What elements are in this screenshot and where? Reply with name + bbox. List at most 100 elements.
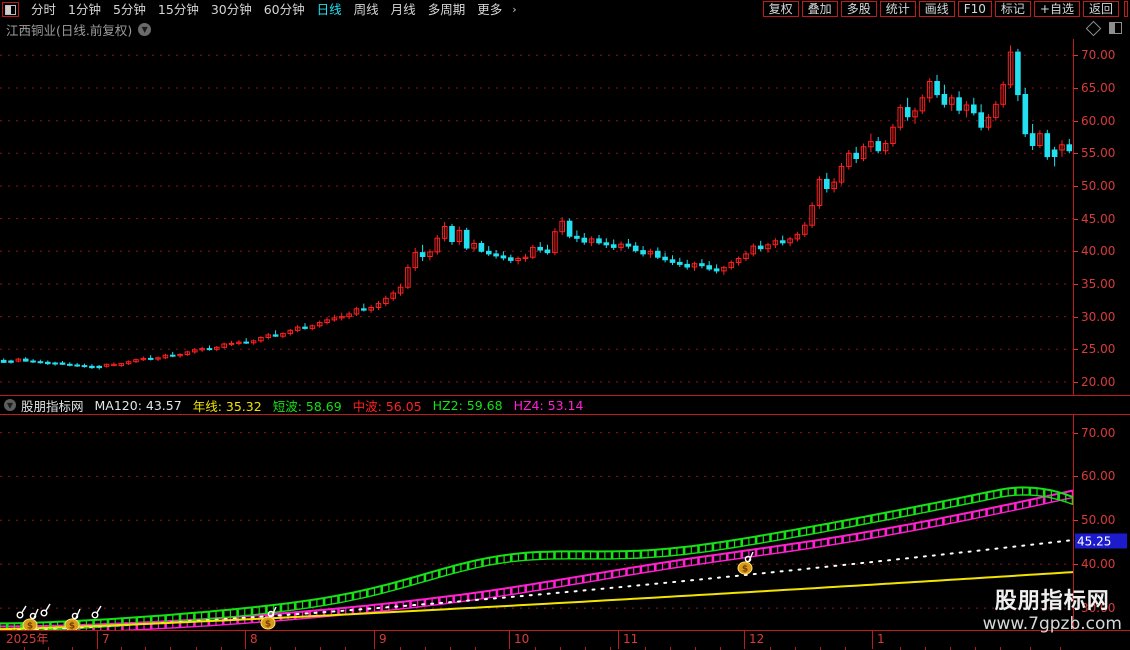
period-tab-0[interactable]: 分时 [31,1,57,17]
date-axis-tick-29 [925,647,926,650]
date-axis-tick-19 [610,647,611,650]
indicator-item-1: 年线: 35.32 [193,396,262,415]
price-axis: 70.00 65.00 60.00 55.00 50.00 45.00 40.00 35.00… [1073,39,1130,395]
chevron-right-icon[interactable]: › [512,3,517,16]
chevron-down-icon[interactable]: ▼ [138,22,152,36]
toolbar-button-7[interactable]: +自选 [1033,1,1080,17]
date-axis-divider-1 [245,631,246,649]
toolbar-button-5[interactable]: F10 [957,1,992,17]
period-tab-8[interactable]: 月线 [390,1,416,17]
diamond-icon[interactable] [1085,20,1102,36]
toolbar-button-6[interactable]: 标记 [994,1,1031,17]
ind-axis-label-1: 60.00 [1081,469,1116,484]
price-axis-label-8: 30.00 [1081,309,1116,324]
indicator-item-5: HZ4: 53.14 [514,398,584,413]
toolbar-button-4[interactable]: 画线 [918,1,955,17]
date-axis-tick-24 [770,647,771,650]
period-tab-7[interactable]: 周线 [353,1,379,17]
stock-title-row: 江西铜业(日线.前复权) ▼ [0,19,1130,39]
indicator-item-value-4: 59.68 [466,397,503,413]
ind-axis-tick-2 [1074,520,1078,522]
date-axis-divider-4 [618,631,619,649]
toolbar-button-0[interactable]: 复权 [762,1,799,17]
toolbar-end-marker [1124,1,1128,17]
period-tab-2[interactable]: 5分钟 [112,1,146,17]
indicator-collapse-icon[interactable]: ▼ [4,399,16,411]
date-axis-tick-12 [400,647,401,650]
price-axis-tick-7 [1074,284,1078,285]
svg-text:$: $ [27,622,33,631]
indicator-item-2: 短波: 58.69 [273,396,342,415]
date-axis-tick-7 [221,647,222,650]
indicator-axis: 70.00 60.00 50.00 40.00 30.00 45.25 [1073,415,1130,630]
date-axis-tick-30 [950,647,951,650]
ind-axis-tick-4 [1074,608,1078,610]
period-tab-10[interactable]: 更多 [477,1,503,17]
price-chart-pane[interactable] [0,39,1073,395]
date-axis-tick-4 [145,647,146,650]
date-axis-divider-3 [509,631,510,649]
date-axis-tick-18 [585,647,586,650]
date-axis-tick-31 [975,647,976,650]
date-axis-tick-15 [475,647,476,650]
price-axis-label-10: 20.00 [1081,374,1116,389]
indicator-item-4: HZ2: 59.68 [433,398,503,413]
toolbar-button-1[interactable]: 叠加 [801,1,838,17]
period-tab-6[interactable]: 日线 [316,1,342,17]
price-axis-tick-10 [1074,381,1078,383]
date-axis-tick-28 [900,647,901,650]
date-axis-tick-6 [196,647,197,650]
indicator-header[interactable]: ▼ 股朋指标网 MA120: 43.57 年线: 35.32 短波: 58.69 中波… [0,396,1130,414]
price-axis-tick-5 [1074,218,1078,220]
price-axis-tick-8 [1074,316,1078,318]
date-axis-tick-20 [645,647,646,650]
indicator-chart-pane[interactable]: $$$$ 做趋势 [0,415,1073,630]
ind-axis-label-3: 40.00 [1081,557,1116,572]
date-axis-tick-2 [72,647,73,650]
period-tab-5[interactable]: 60分钟 [263,1,305,17]
price-axis-label-5: 45.00 [1081,211,1116,226]
period-tab-1[interactable]: 1分钟 [68,1,101,17]
indicator-item-label-3: 中波: [352,398,386,414]
panel-layout-icon[interactable] [1109,22,1122,34]
ind-axis-label-4: 30.00 [1081,601,1116,616]
panel-toggle-icon[interactable] [2,2,19,17]
indicator-item-value-3: 56.05 [385,398,422,414]
date-axis-tick-34 [1060,647,1061,650]
price-axis-label-1: 65.00 [1081,81,1116,95]
current-value-badge: 45.25 [1075,533,1127,549]
svg-text:$: $ [265,620,271,630]
date-axis-tick-17 [560,647,561,650]
price-axis-tick-0 [1074,55,1078,57]
date-axis-tick-26 [820,647,821,650]
toolbar-button-3[interactable]: 统计 [879,1,916,17]
period-tab-list: 分时 1分钟 5分钟 15分钟 30分钟 60分钟 日线 周线 月线 多周期 更多 › [25,1,521,19]
date-axis-tick-10 [320,647,321,650]
price-axis-label-6: 40.00 [1081,244,1116,259]
date-axis-label-2: 8 [250,632,258,646]
date-axis-tick-25 [795,647,796,650]
date-axis-tick-33 [1030,647,1031,650]
date-axis-tick-8 [270,647,271,650]
toolbar-button-8[interactable]: 返回 [1082,1,1119,17]
date-axis-tick-9 [295,647,296,650]
date-axis-tick-14 [450,647,451,650]
price-axis-tick-4 [1074,186,1078,187]
price-axis-label-4: 50.00 [1081,179,1116,193]
date-axis-tick-27 [845,647,846,650]
period-tab-9[interactable]: 多周期 [427,1,466,17]
price-axis-label-0: 70.00 [1081,48,1116,63]
period-tab-4[interactable]: 30分钟 [210,1,252,17]
date-axis-tick-13 [425,647,426,650]
date-axis-label-4: 10 [514,632,530,646]
date-axis-tick-0 [24,647,25,650]
price-axis-tick-1 [1074,88,1078,89]
indicator-item-label-1: 年线: [192,398,226,414]
date-axis: 2025年 7 8 9 10 11 12 1 [0,630,1130,650]
title-right-icons [1085,20,1122,36]
ind-axis-label-2: 50.00 [1081,513,1116,528]
toolbar-button-2[interactable]: 多股 [840,1,877,17]
period-tab-3[interactable]: 15分钟 [157,1,199,17]
indicator-brand: 股朋指标网 [21,398,84,414]
